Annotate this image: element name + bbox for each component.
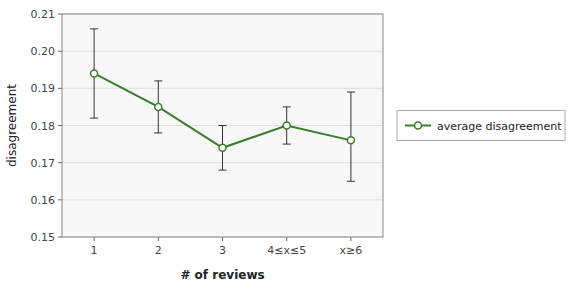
x-tick <box>286 237 287 241</box>
series-line <box>94 73 351 147</box>
x-tick <box>158 237 159 241</box>
y-tick-label: 0.20 <box>31 45 56 58</box>
point-marker <box>283 122 290 129</box>
y-axis-label: disagreement <box>5 84 19 167</box>
grid-line <box>62 125 383 126</box>
grid-line <box>62 51 383 52</box>
error-bar <box>219 126 227 171</box>
y-tick <box>58 88 62 89</box>
y-tick-label: 0.17 <box>31 157 56 170</box>
x-tick <box>94 237 95 241</box>
y-tick-label: 0.16 <box>31 194 56 207</box>
error-bar-cap <box>90 28 98 29</box>
error-bar-cap <box>347 92 355 93</box>
y-tick-label: 0.21 <box>31 8 56 21</box>
point-marker <box>155 103 162 110</box>
plot-background <box>62 14 383 237</box>
error-bar <box>90 29 98 118</box>
y-tick-label: 0.19 <box>31 82 56 95</box>
error-bar-cap <box>219 170 227 171</box>
y-tick <box>58 237 62 238</box>
legend-box <box>397 111 565 141</box>
y-tick <box>58 51 62 52</box>
error-bar <box>347 92 355 181</box>
x-tick <box>350 237 351 241</box>
x-tick-label: 2 <box>155 244 162 257</box>
error-bar <box>283 107 291 144</box>
y-tick-label: 0.15 <box>31 231 56 244</box>
error-bar-cap <box>154 80 162 81</box>
grid-line <box>62 88 383 89</box>
legend: average disagreement <box>397 111 565 141</box>
x-tick-label: 4≤x≤5 <box>267 244 306 257</box>
y-tick <box>58 162 62 163</box>
point-marker <box>219 144 226 151</box>
x-axis: 1 2 3 4≤x≤5 x≥6 <box>91 237 363 257</box>
point-marker <box>91 70 98 77</box>
chart-svg: 0.15 0.16 0.17 0.18 0.19 0.20 0.21 1 2 3 4≤x≤5 x≥6 #… <box>0 0 573 289</box>
error-bar-cap <box>90 118 98 119</box>
error-bar <box>154 81 162 133</box>
error-bar-cap <box>283 144 291 145</box>
y-tick <box>58 14 62 15</box>
error-bar-cap <box>219 125 227 126</box>
x-tick-label: 1 <box>91 244 98 257</box>
point-marker <box>347 137 354 144</box>
x-tick-label: x≥6 <box>340 244 363 257</box>
error-bar-cap <box>283 106 291 107</box>
y-tick <box>58 199 62 200</box>
y-axis: 0.15 0.16 0.17 0.18 0.19 0.20 0.21 <box>31 8 384 244</box>
x-tick-label: 3 <box>219 244 226 257</box>
chart-container: 0.15 0.16 0.17 0.18 0.19 0.20 0.21 1 2 3 4≤x≤5 x≥6 #… <box>0 0 573 289</box>
grid-line <box>62 199 383 200</box>
legend-swatch-marker <box>415 122 422 129</box>
error-bar-cap <box>347 181 355 182</box>
legend-label: average disagreement <box>437 120 562 133</box>
data-layer <box>90 29 355 181</box>
plot-frame <box>62 14 383 237</box>
x-tick <box>222 237 223 241</box>
y-tick <box>58 125 62 126</box>
x-axis-label: # of reviews <box>180 268 264 282</box>
error-bar-cap <box>154 132 162 133</box>
y-tick-label: 0.18 <box>31 120 56 133</box>
